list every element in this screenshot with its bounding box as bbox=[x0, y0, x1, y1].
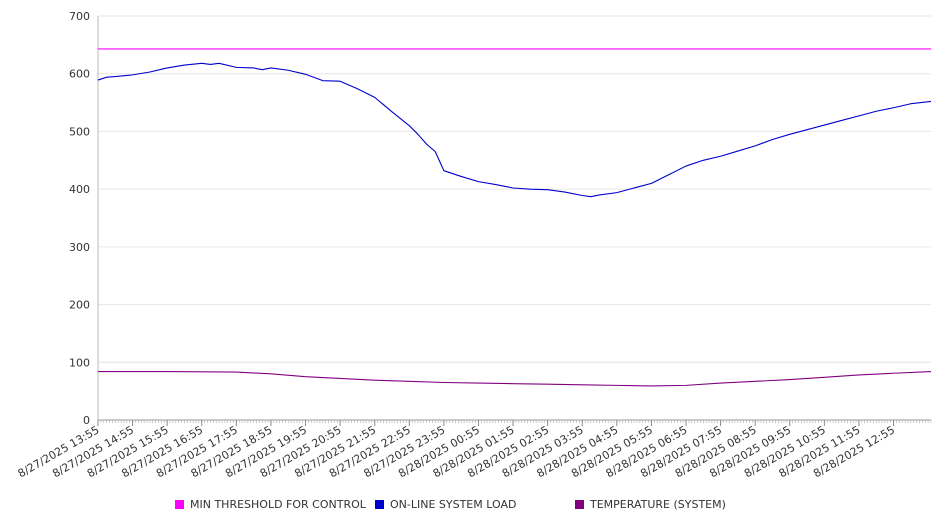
series-line-1 bbox=[97, 62, 932, 198]
legend-swatch-system-load bbox=[375, 500, 384, 509]
legend-label-temperature: TEMPERATURE (SYSTEM) bbox=[590, 498, 726, 511]
y-tick-label: 100 bbox=[69, 356, 90, 369]
legend-swatch-temperature bbox=[575, 500, 584, 509]
legend-item-min-threshold[interactable]: MIN THRESHOLD FOR CONTROL bbox=[175, 498, 366, 511]
x-axis-ticks: 8/27/2025 13:558/27/2025 14:558/27/2025 … bbox=[16, 423, 897, 480]
series-lines bbox=[97, 48, 932, 387]
legend-label-system-load: ON-LINE SYSTEM LOAD bbox=[390, 498, 517, 511]
y-tick-label: 500 bbox=[69, 125, 90, 138]
legend-label-min-threshold: MIN THRESHOLD FOR CONTROL bbox=[190, 498, 366, 511]
y-tick-label: 700 bbox=[69, 10, 90, 23]
legend: MIN THRESHOLD FOR CONTROL ON-LINE SYSTEM… bbox=[0, 498, 946, 516]
y-tick-label: 300 bbox=[69, 241, 90, 254]
legend-item-temperature[interactable]: TEMPERATURE (SYSTEM) bbox=[575, 498, 726, 511]
legend-swatch-min-threshold bbox=[175, 500, 184, 509]
y-tick-label: 600 bbox=[69, 68, 90, 81]
series-line-2 bbox=[98, 370, 932, 387]
y-tick-label: 200 bbox=[69, 299, 90, 312]
gridlines bbox=[98, 15, 931, 363]
legend-item-system-load[interactable]: ON-LINE SYSTEM LOAD bbox=[375, 498, 516, 511]
y-tick-label: 0 bbox=[83, 414, 90, 427]
y-axis-ticks: 0 100 200 300 400 500 600 700 bbox=[69, 10, 90, 427]
axes bbox=[97, 16, 932, 426]
y-tick-label: 400 bbox=[69, 183, 90, 196]
